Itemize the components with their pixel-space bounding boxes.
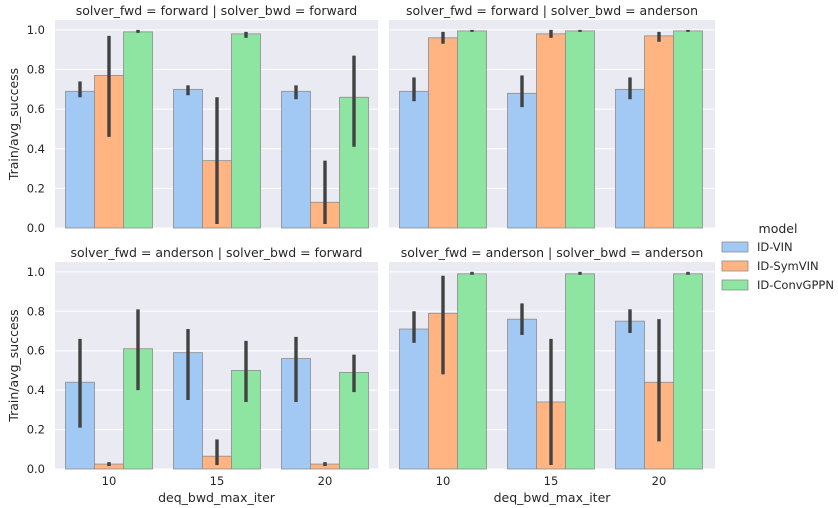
bar: [507, 318, 537, 470]
bar: [65, 90, 95, 229]
x-tick-label: 15: [544, 474, 559, 488]
bar: [457, 30, 487, 229]
x-axis-label: deq_bwd_max_iter: [494, 490, 612, 505]
y-tick-label: 0.8: [27, 304, 45, 318]
bar: [457, 273, 487, 470]
y-tick-label: 0.2: [27, 423, 45, 437]
x-tick-label: 15: [210, 474, 225, 488]
x-tick-label: 20: [652, 474, 667, 488]
facet-title: solver_fwd = forward | solver_bwd = ande…: [406, 3, 698, 18]
bar: [281, 90, 311, 229]
bar: [644, 35, 674, 229]
bar: [673, 30, 703, 229]
bar: [173, 88, 203, 229]
y-tick-label: 1.0: [27, 265, 45, 279]
plot-background: [55, 262, 378, 469]
legend-swatch: [721, 241, 749, 253]
y-tick-label: 0.2: [27, 181, 45, 195]
bar: [428, 37, 458, 229]
bar: [399, 328, 429, 470]
legend-title: model: [759, 221, 798, 236]
bar: [536, 33, 566, 229]
facet-title: solver_fwd = anderson | solver_bwd = for…: [70, 245, 362, 260]
x-tick-label: 10: [102, 474, 117, 488]
y-tick-label: 1.0: [27, 23, 45, 37]
legend-swatch: [721, 260, 749, 272]
y-tick-label: 0.0: [27, 221, 45, 235]
y-tick-label: 0.6: [27, 344, 45, 358]
x-tick-label: 20: [318, 474, 333, 488]
legend-label: ID-VIN: [757, 240, 793, 254]
legend-swatch: [721, 279, 749, 291]
bar: [231, 33, 261, 229]
x-tick-label: 10: [436, 474, 451, 488]
bar: [615, 320, 645, 470]
legend-label: ID-ConvGPPN: [757, 278, 834, 292]
bar: [123, 31, 153, 229]
legend-label: ID-SymVIN: [757, 259, 819, 273]
bar: [615, 88, 645, 229]
facet-title: solver_fwd = forward | solver_bwd = forw…: [76, 3, 358, 18]
facet-title: solver_fwd = anderson | solver_bwd = and…: [401, 245, 704, 260]
bar: [565, 30, 595, 229]
bar: [565, 273, 595, 470]
x-axis-label: deq_bwd_max_iter: [158, 490, 276, 505]
y-tick-label: 0.8: [27, 63, 45, 77]
y-tick-label: 0.4: [27, 383, 45, 397]
bar: [507, 92, 537, 229]
bar: [673, 273, 703, 470]
y-tick-label: 0.4: [27, 142, 45, 156]
y-tick-label: 0.6: [27, 102, 45, 116]
y-tick-label: 0.0: [27, 462, 45, 476]
y-axis-label: Train/avg_success: [6, 68, 21, 181]
bar: [399, 90, 429, 229]
y-axis-label: Train/avg_success: [6, 309, 21, 422]
